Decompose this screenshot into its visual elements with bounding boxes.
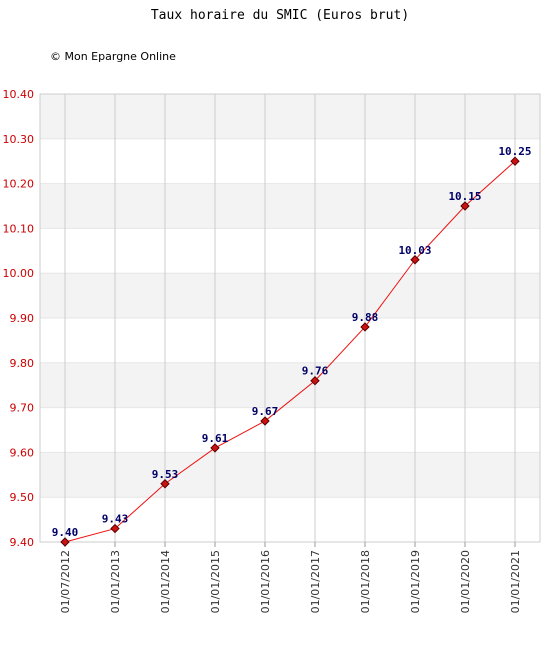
y-tick-label: 10.40 — [3, 88, 35, 101]
plot-band — [40, 183, 540, 229]
data-label: 9.43 — [102, 513, 129, 526]
x-tick-label: 01/01/2015 — [209, 550, 222, 613]
x-tick-label: 01/07/2012 — [59, 550, 72, 613]
y-tick-label: 10.10 — [3, 222, 35, 235]
data-label: 9.53 — [152, 468, 179, 481]
y-axis: 9.40 9.50 9.60 9.70 9.80 9.90 10.00 10.10 10.20 1… — [3, 88, 35, 549]
data-label: 9.76 — [302, 365, 329, 378]
plot-band — [40, 273, 540, 318]
series-line — [64, 160, 516, 543]
plot-border — [39, 93, 541, 543]
y-tick-label: 9.60 — [10, 446, 35, 459]
data-point — [160, 479, 170, 489]
data-label: 9.88 — [352, 311, 379, 324]
data-point — [410, 255, 420, 265]
data-point — [260, 416, 270, 426]
data-label: 9.67 — [252, 405, 279, 418]
x-tick-label: 01/01/2021 — [509, 550, 522, 613]
data-point — [460, 201, 470, 211]
x-tick-label: 01/01/2016 — [259, 550, 272, 613]
x-tick-label: 01/01/2018 — [359, 550, 372, 613]
series-smic — [60, 156, 520, 547]
data-point — [360, 322, 370, 332]
data-labels: 9.40 9.43 9.53 9.61 9.67 9.76 9.88 10.03 10.15 10… — [52, 145, 532, 539]
x-tick-label: 01/01/2020 — [459, 550, 472, 613]
data-point — [110, 523, 120, 534]
x-tick-label: 01/01/2019 — [409, 550, 422, 613]
x-axis: 01/07/2012 01/01/2013 01/01/2014 01/01/2015… — [59, 542, 522, 613]
chart-credit: © Mon Epargne Online — [50, 50, 176, 63]
data-label: 9.61 — [202, 432, 229, 445]
y-tick-label: 9.70 — [10, 402, 35, 415]
data-label: 9.40 — [52, 526, 79, 539]
data-point — [510, 156, 520, 166]
plot-band — [40, 362, 540, 408]
data-label: 10.15 — [448, 190, 481, 203]
x-tick-label: 01/01/2017 — [309, 550, 322, 613]
y-tick-label: 9.50 — [10, 491, 35, 504]
y-tick-label: 10.20 — [3, 178, 35, 191]
y-tick-label: 9.90 — [10, 312, 35, 325]
y-tick-label: 9.80 — [10, 357, 35, 370]
chart-title: Taux horaire du SMIC (Euros brut) — [151, 8, 409, 23]
plot-band — [40, 452, 540, 498]
data-point — [210, 443, 220, 453]
y-tick-label: 10.00 — [3, 267, 35, 280]
data-label: 10.25 — [498, 145, 531, 158]
x-tick-label: 01/01/2013 — [109, 550, 122, 613]
y-tick-label: 9.40 — [10, 536, 35, 549]
x-tick-label: 01/01/2014 — [159, 550, 172, 613]
data-point — [310, 376, 320, 386]
plot-grid — [39, 93, 541, 543]
data-label: 10.03 — [398, 244, 431, 257]
data-point — [60, 537, 70, 547]
y-tick-label: 10.30 — [3, 133, 35, 146]
plot-band — [40, 94, 540, 139]
